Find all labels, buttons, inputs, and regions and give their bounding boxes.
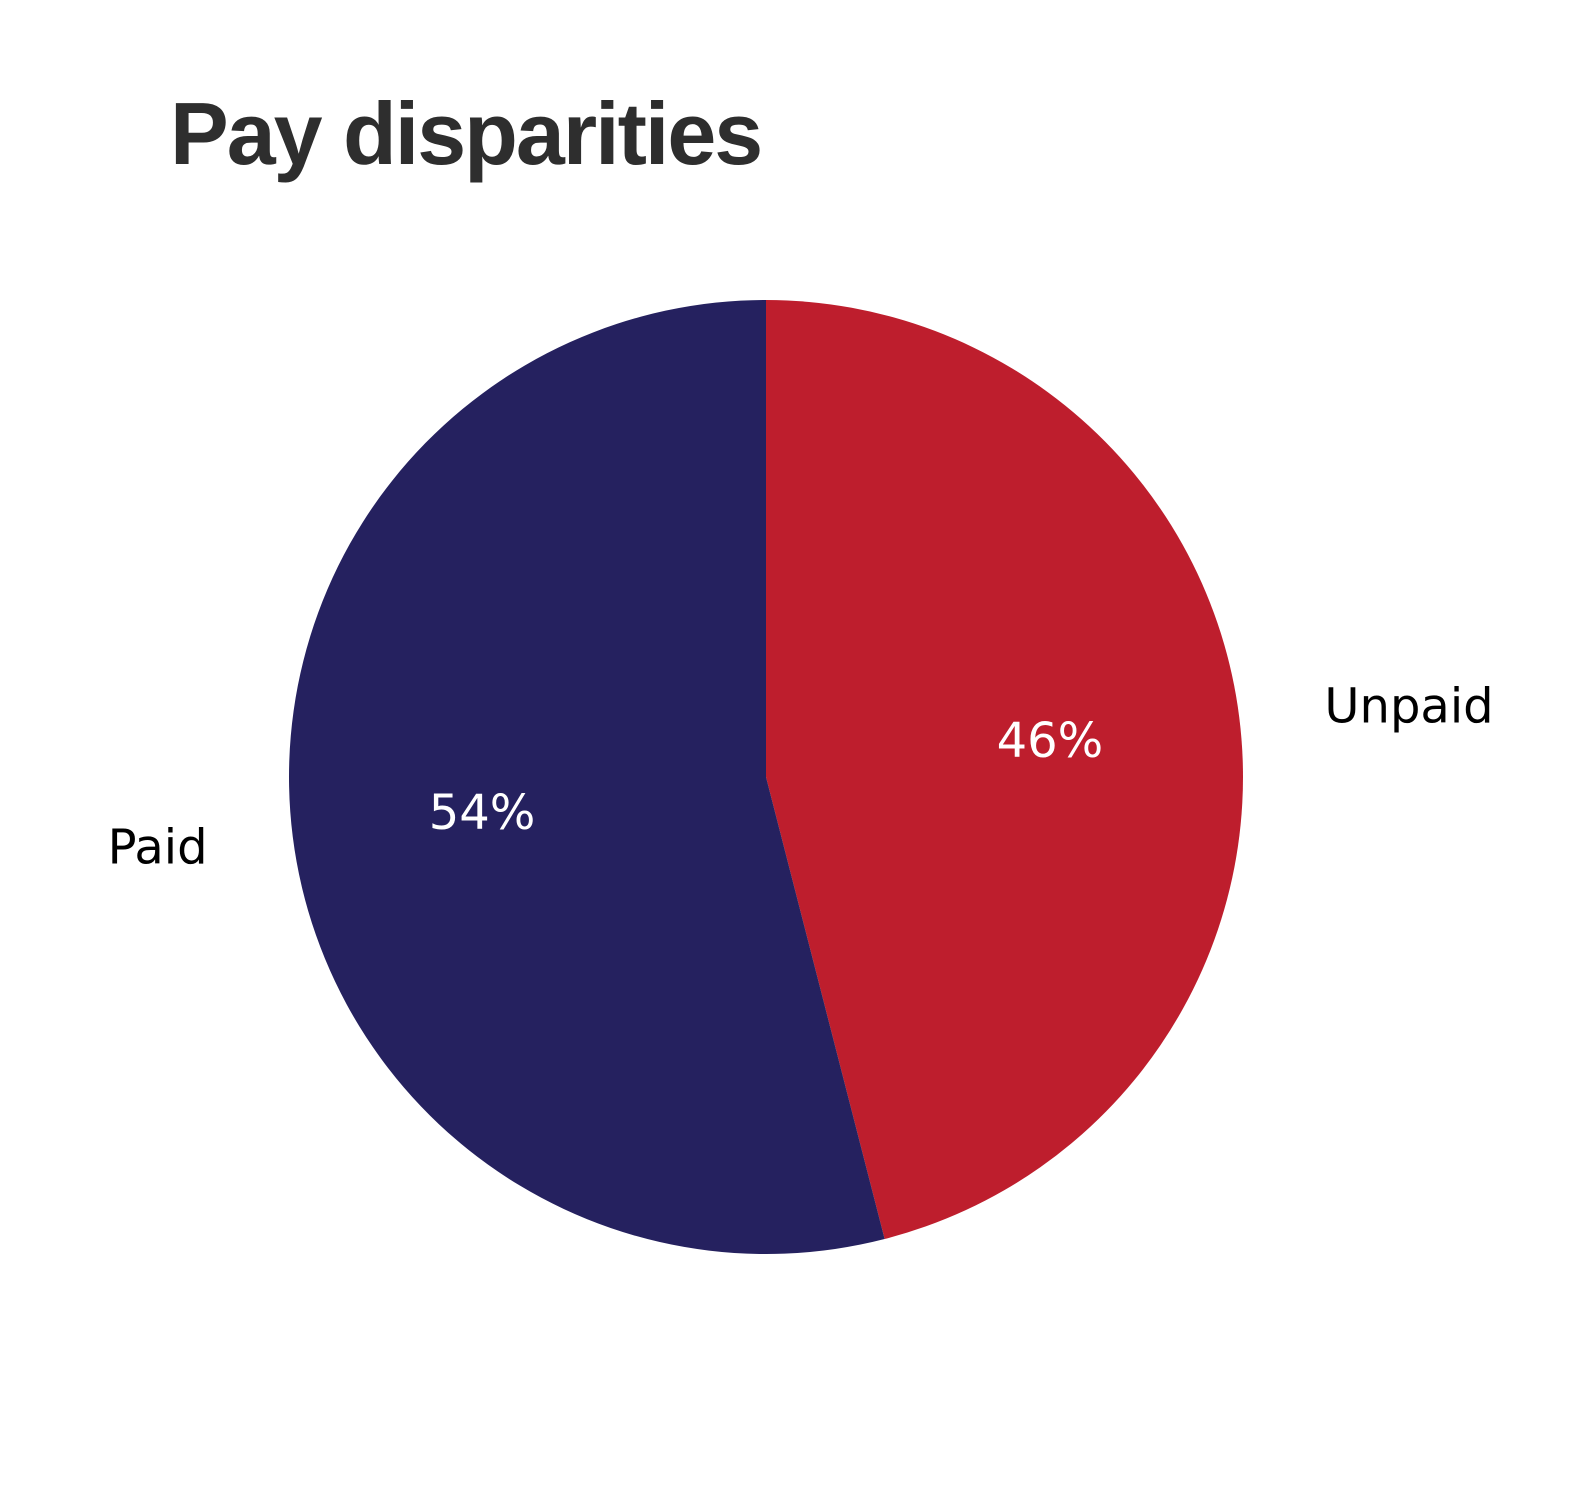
chart-title: Pay disparities xyxy=(170,84,763,183)
pie-category-label-unpaid: Unpaid xyxy=(1324,678,1493,734)
pie-percent-label-unpaid: 46% xyxy=(997,713,1104,769)
pie-percent-label-paid: 54% xyxy=(429,785,536,841)
pie-slice-paid xyxy=(288,300,885,1254)
pie-labels: 46% Unpaid 54% Paid xyxy=(108,678,1494,875)
pie-slices xyxy=(288,300,1243,1254)
pie-slice-unpaid xyxy=(766,300,1243,1240)
pie-category-label-paid: Paid xyxy=(108,820,208,876)
